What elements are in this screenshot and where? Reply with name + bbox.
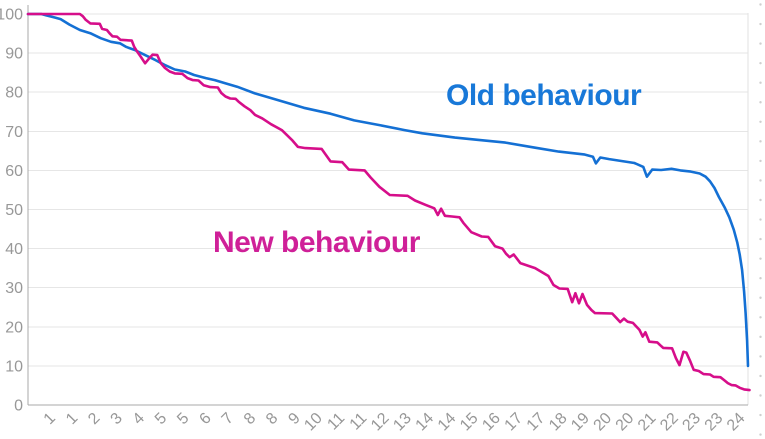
edge-dot xyxy=(759,355,762,358)
y-tick-label: 0 xyxy=(14,398,23,415)
edge-dot xyxy=(759,394,762,397)
x-tick-label: 17 xyxy=(524,410,549,435)
edge-dot xyxy=(759,42,762,45)
edge-dot xyxy=(759,237,762,241)
y-tick-label: 10 xyxy=(5,358,23,375)
x-tick-label: 19 xyxy=(568,410,593,435)
x-tick-label: 5 xyxy=(152,410,170,428)
x-tick-label: 4 xyxy=(130,410,148,428)
x-tick-label: 13 xyxy=(390,410,415,435)
x-tick-label: 15 xyxy=(457,410,482,435)
x-tick-label: 16 xyxy=(479,410,504,435)
x-tick-label: 8 xyxy=(263,410,281,428)
edge-dot xyxy=(759,316,762,319)
x-tick-label: 9 xyxy=(285,410,303,428)
new-behaviour-label: New behaviour xyxy=(213,226,420,259)
x-tick-label: 20 xyxy=(613,410,638,435)
x-tick-label: 14 xyxy=(435,410,460,435)
edge-dot xyxy=(759,277,762,280)
old-behaviour-label: Old behaviour xyxy=(446,79,642,112)
y-tick-label: 70 xyxy=(5,124,23,141)
x-tick-label: 18 xyxy=(546,410,571,435)
x-tick-label: 8 xyxy=(241,410,259,428)
x-tick-label: 1 xyxy=(63,410,81,428)
edge-dot xyxy=(759,101,762,104)
x-tick-label: 1 xyxy=(41,410,59,428)
edge-dot xyxy=(759,3,762,6)
x-tick-label: 6 xyxy=(196,410,214,428)
x-tick-label: 23 xyxy=(679,410,704,435)
edge-dot xyxy=(759,61,762,65)
x-tick-label: 7 xyxy=(219,410,237,428)
x-tick-label: 23 xyxy=(702,410,727,435)
edge-dot xyxy=(759,159,762,163)
edge-dot xyxy=(759,81,762,84)
edge-dot xyxy=(759,433,762,436)
edge-dot xyxy=(759,198,762,202)
x-tick-label: 22 xyxy=(657,410,682,435)
y-tick-label: 20 xyxy=(5,319,23,336)
y-tick-label: 30 xyxy=(5,280,23,297)
x-tick-label: 11 xyxy=(324,410,348,434)
x-tick-label: 11 xyxy=(347,410,371,434)
y-tick-label: 100 xyxy=(0,7,23,24)
edge-dot xyxy=(759,296,762,299)
x-tick-label: 21 xyxy=(635,410,660,435)
y-tick-label: 50 xyxy=(5,202,23,219)
edge-dot xyxy=(759,335,762,339)
x-tick-label: 12 xyxy=(368,410,393,435)
x-tick-label: 2 xyxy=(85,410,103,428)
edge-dot xyxy=(759,218,762,221)
x-tick-label: 5 xyxy=(174,410,192,428)
edge-dot xyxy=(759,413,762,417)
x-tick-label: 17 xyxy=(502,410,527,435)
edge-dot xyxy=(759,22,762,26)
edge-dot xyxy=(759,257,762,260)
x-tick-label: 10 xyxy=(301,410,326,435)
y-tick-label: 90 xyxy=(5,46,23,63)
x-tick-label: 24 xyxy=(724,410,749,435)
x-tick-label: 3 xyxy=(108,410,126,428)
edge-dot xyxy=(759,140,762,143)
y-tick-label: 60 xyxy=(5,163,23,180)
edge-dot xyxy=(759,374,762,378)
x-tick-label: 20 xyxy=(591,410,616,435)
y-tick-label: 80 xyxy=(5,85,23,102)
old-behaviour-line xyxy=(26,12,750,368)
edge-dot xyxy=(759,120,762,124)
edge-dot xyxy=(759,179,762,182)
x-tick-label: 14 xyxy=(413,410,438,435)
y-tick-label: 40 xyxy=(5,241,23,258)
new-behaviour-line xyxy=(26,12,751,392)
